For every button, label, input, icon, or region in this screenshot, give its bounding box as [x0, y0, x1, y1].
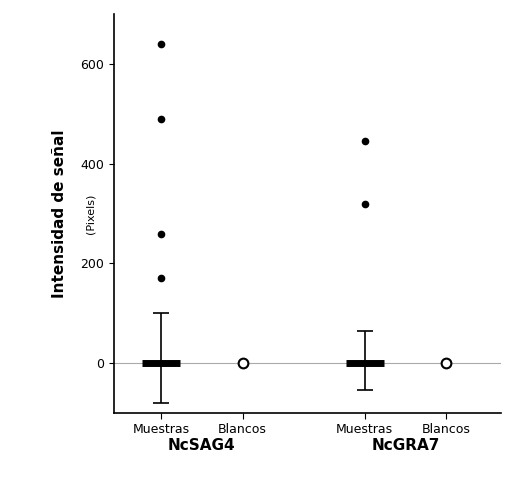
Text: Intensidad de señal: Intensidad de señal: [52, 129, 67, 298]
Text: NcSAG4: NcSAG4: [168, 438, 236, 453]
Text: (Pixels): (Pixels): [85, 193, 95, 234]
Text: NcGRA7: NcGRA7: [372, 438, 440, 453]
